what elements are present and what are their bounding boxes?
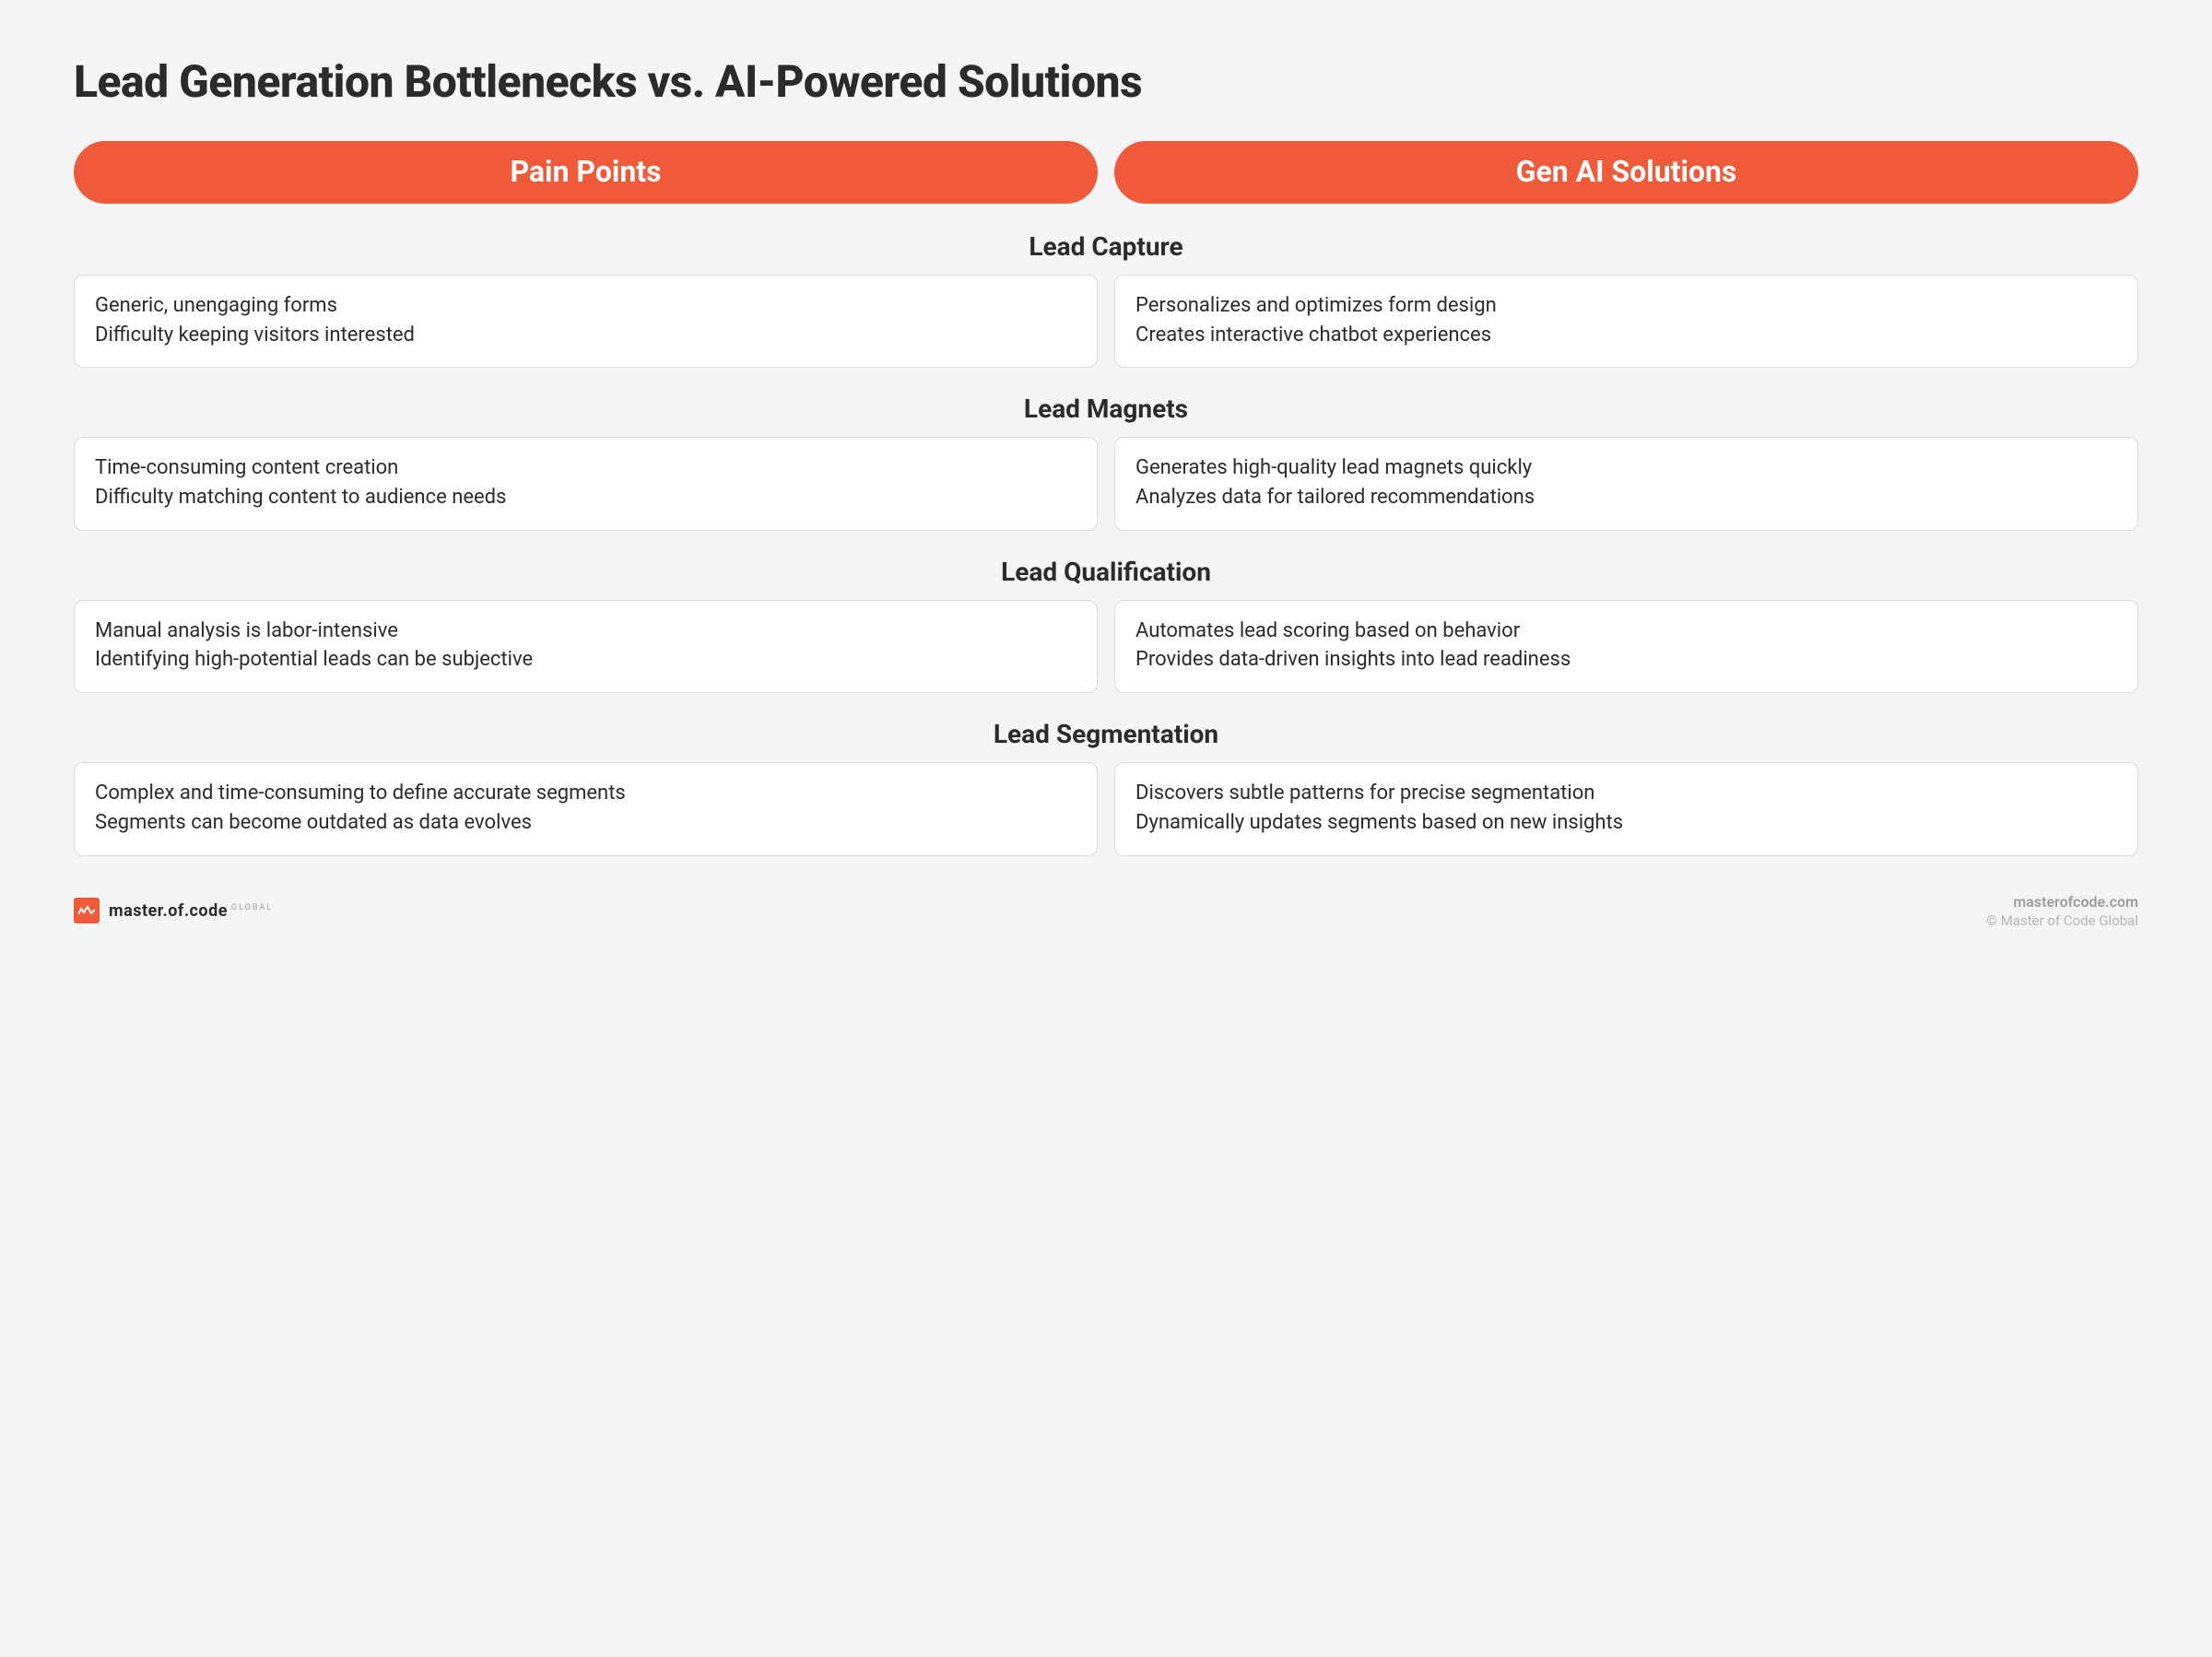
- footer-website: masterofcode.com: [1986, 893, 2138, 911]
- pain-line: Identifying high-potential leads can be …: [95, 646, 1077, 674]
- pain-line: Time-consuming content creation: [95, 454, 1077, 482]
- brand-logo-icon: [74, 898, 100, 923]
- solution-line: Personalizes and optimizes form design: [1135, 292, 2117, 320]
- section-row: Time-consuming content creationDifficult…: [74, 437, 2138, 530]
- brand-name: master.of.codeGLOBAL: [109, 901, 273, 921]
- pain-line: Segments can become outdated as data evo…: [95, 809, 1077, 837]
- solution-card: Generates high-quality lead magnets quic…: [1114, 437, 2138, 530]
- sections-container: Lead CaptureGeneric, unengaging formsDif…: [74, 231, 2138, 856]
- pain-card: Complex and time-consuming to define acc…: [74, 762, 1098, 855]
- section-heading: Lead Segmentation: [74, 719, 2138, 749]
- page-title: Lead Generation Bottlenecks vs. AI-Power…: [74, 55, 2138, 108]
- footer-copyright: © Master of Code Global: [1986, 912, 2138, 929]
- footer-brand: master.of.codeGLOBAL: [74, 898, 273, 923]
- pain-line: Complex and time-consuming to define acc…: [95, 780, 1077, 807]
- column-headers-row: Pain Points Gen AI Solutions: [74, 141, 2138, 204]
- pain-line: Generic, unengaging forms: [95, 292, 1077, 320]
- solution-line: Generates high-quality lead magnets quic…: [1135, 454, 2117, 482]
- section-heading: Lead Capture: [74, 231, 2138, 262]
- solution-line: Creates interactive chatbot experiences: [1135, 322, 2117, 349]
- solution-card: Automates lead scoring based on behavior…: [1114, 600, 2138, 693]
- solution-line: Automates lead scoring based on behavior: [1135, 617, 2117, 645]
- solution-line: Dynamically updates segments based on ne…: [1135, 809, 2117, 837]
- section-heading: Lead Qualification: [74, 557, 2138, 587]
- footer-meta: masterofcode.com © Master of Code Global: [1986, 893, 2138, 929]
- pain-card: Generic, unengaging formsDifficulty keep…: [74, 275, 1098, 368]
- section-row: Complex and time-consuming to define acc…: [74, 762, 2138, 855]
- section-row: Manual analysis is labor-intensiveIdenti…: [74, 600, 2138, 693]
- section: Lead Capture Generic, unengaging formsDif…: [74, 231, 2138, 368]
- footer: master.of.codeGLOBAL masterofcode.com © …: [74, 893, 2138, 929]
- pain-line: Difficulty keeping visitors interested: [95, 322, 1077, 349]
- pain-card: Time-consuming content creationDifficult…: [74, 437, 1098, 530]
- solution-card: Personalizes and optimizes form designCr…: [1114, 275, 2138, 368]
- section-heading: Lead Magnets: [74, 394, 2138, 424]
- section: Lead Qualification Manual analysis is lab…: [74, 557, 2138, 693]
- section: Lead Segmentation Complex and time-consum…: [74, 719, 2138, 855]
- solution-line: Analyzes data for tailored recommendatio…: [1135, 484, 2117, 511]
- pain-card: Manual analysis is labor-intensiveIdenti…: [74, 600, 1098, 693]
- section-row: Generic, unengaging formsDifficulty keep…: [74, 275, 2138, 368]
- pain-line: Manual analysis is labor-intensive: [95, 617, 1077, 645]
- pain-points-header: Pain Points: [74, 141, 1098, 204]
- pain-line: Difficulty matching content to audience …: [95, 484, 1077, 511]
- solution-line: Discovers subtle patterns for precise se…: [1135, 780, 2117, 807]
- section: Lead Magnets Time-consuming content creat…: [74, 394, 2138, 530]
- solution-card: Discovers subtle patterns for precise se…: [1114, 762, 2138, 855]
- solution-line: Provides data-driven insights into lead …: [1135, 646, 2117, 674]
- solutions-header: Gen AI Solutions: [1114, 141, 2138, 204]
